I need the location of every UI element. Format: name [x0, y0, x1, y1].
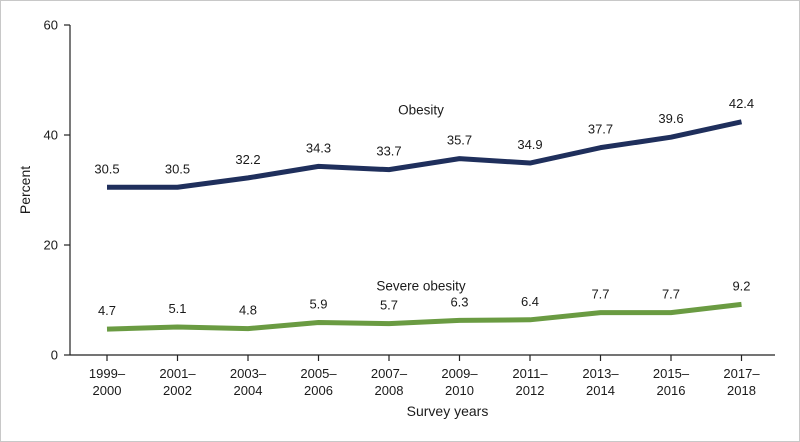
- x-tick-label: 2017– 2018: [723, 366, 760, 398]
- y-tick-label: 40: [44, 128, 58, 143]
- x-tick-label: 2007– 2008: [371, 366, 408, 398]
- x-tick-label-line: 2011–: [512, 366, 548, 381]
- data-label: 39.6: [658, 111, 683, 126]
- data-label: 5.7: [380, 298, 398, 313]
- data-label: 6.4: [521, 294, 539, 309]
- x-tick-label-line: 1999–: [89, 366, 126, 381]
- x-tick-label-line: 2002: [163, 383, 192, 398]
- x-axis-title: Survey years: [407, 403, 489, 419]
- x-tick-label: 2013– 2014: [582, 366, 619, 398]
- x-tick-label-line: 2015–: [653, 366, 690, 381]
- series-severe-obesity: 4.7 5.1 4.8 5.9 5.7 6.3 6.4 7.7 7.7 9.2 Severe obe…: [98, 278, 751, 332]
- data-label: 5.1: [168, 301, 186, 316]
- x-tick-label: 2011– 2012: [512, 366, 548, 398]
- data-label: 42.4: [729, 96, 754, 111]
- x-tick-label-line: 2009–: [441, 366, 478, 381]
- y-tick-label: 0: [51, 348, 58, 363]
- data-label: 35.7: [447, 133, 472, 148]
- y-axis-title: Percent: [17, 166, 33, 214]
- data-label: 33.7: [376, 144, 401, 159]
- x-tick-label: 2001– 2002: [159, 366, 196, 398]
- x-tick-label: 2003– 2004: [230, 366, 267, 398]
- x-tick-label-line: 2016: [657, 383, 686, 398]
- data-label: 37.7: [588, 122, 613, 137]
- data-label: 6.3: [450, 294, 468, 309]
- data-label: 4.8: [239, 303, 257, 318]
- y-tick-label: 60: [44, 18, 58, 33]
- x-tick-label-line: 2008: [375, 383, 404, 398]
- series-line: [107, 119, 743, 190]
- data-label: 5.9: [309, 297, 327, 312]
- x-tick-label-line: 2001–: [159, 366, 196, 381]
- x-tick-label-line: 2013–: [582, 366, 619, 381]
- series-layer: 30.5 30.5 32.2 34.3 33.7 35.7 34.9 37.7 39.6 42.4…: [94, 96, 754, 332]
- x-tick-label-line: 2007–: [371, 366, 408, 381]
- data-label: 30.5: [94, 161, 119, 176]
- data-label: 7.7: [591, 287, 609, 302]
- x-tick-label-line: 2004: [234, 383, 263, 398]
- x-tick-label-line: 2010: [445, 383, 474, 398]
- y-tick-label: 20: [44, 238, 58, 253]
- x-tick-label-line: 2012: [516, 383, 545, 398]
- x-tick-label-line: 2003–: [230, 366, 267, 381]
- data-label: 9.2: [732, 278, 750, 293]
- x-tick-label: 2015– 2016: [653, 366, 690, 398]
- x-tick-label: 2009– 2010: [441, 366, 478, 398]
- x-tick-label: 1999– 2000: [89, 366, 126, 398]
- series-name-label: Severe obesity: [376, 278, 466, 293]
- x-tick-label-line: 2005–: [300, 366, 337, 381]
- series-obesity: 30.5 30.5 32.2 34.3 33.7 35.7 34.9 37.7 39.6 42.4…: [94, 96, 754, 190]
- x-tick-label-line: 2018: [727, 383, 756, 398]
- x-tick-label-line: 2017–: [723, 366, 760, 381]
- series-line: [106, 301, 742, 332]
- x-tick-label-line: 2006: [304, 383, 333, 398]
- series-name-label: Obesity: [398, 103, 444, 118]
- x-tick-label: 2005– 2006: [300, 366, 337, 398]
- data-label: 4.7: [98, 303, 116, 318]
- data-label: 32.2: [235, 152, 260, 167]
- data-label: 30.5: [165, 161, 190, 176]
- x-tick-label-line: 2000: [93, 383, 122, 398]
- x-tick-label-line: 2014: [586, 383, 615, 398]
- data-label: 34.3: [306, 140, 331, 155]
- data-label: 34.9: [517, 137, 542, 152]
- data-label: 7.7: [662, 287, 680, 302]
